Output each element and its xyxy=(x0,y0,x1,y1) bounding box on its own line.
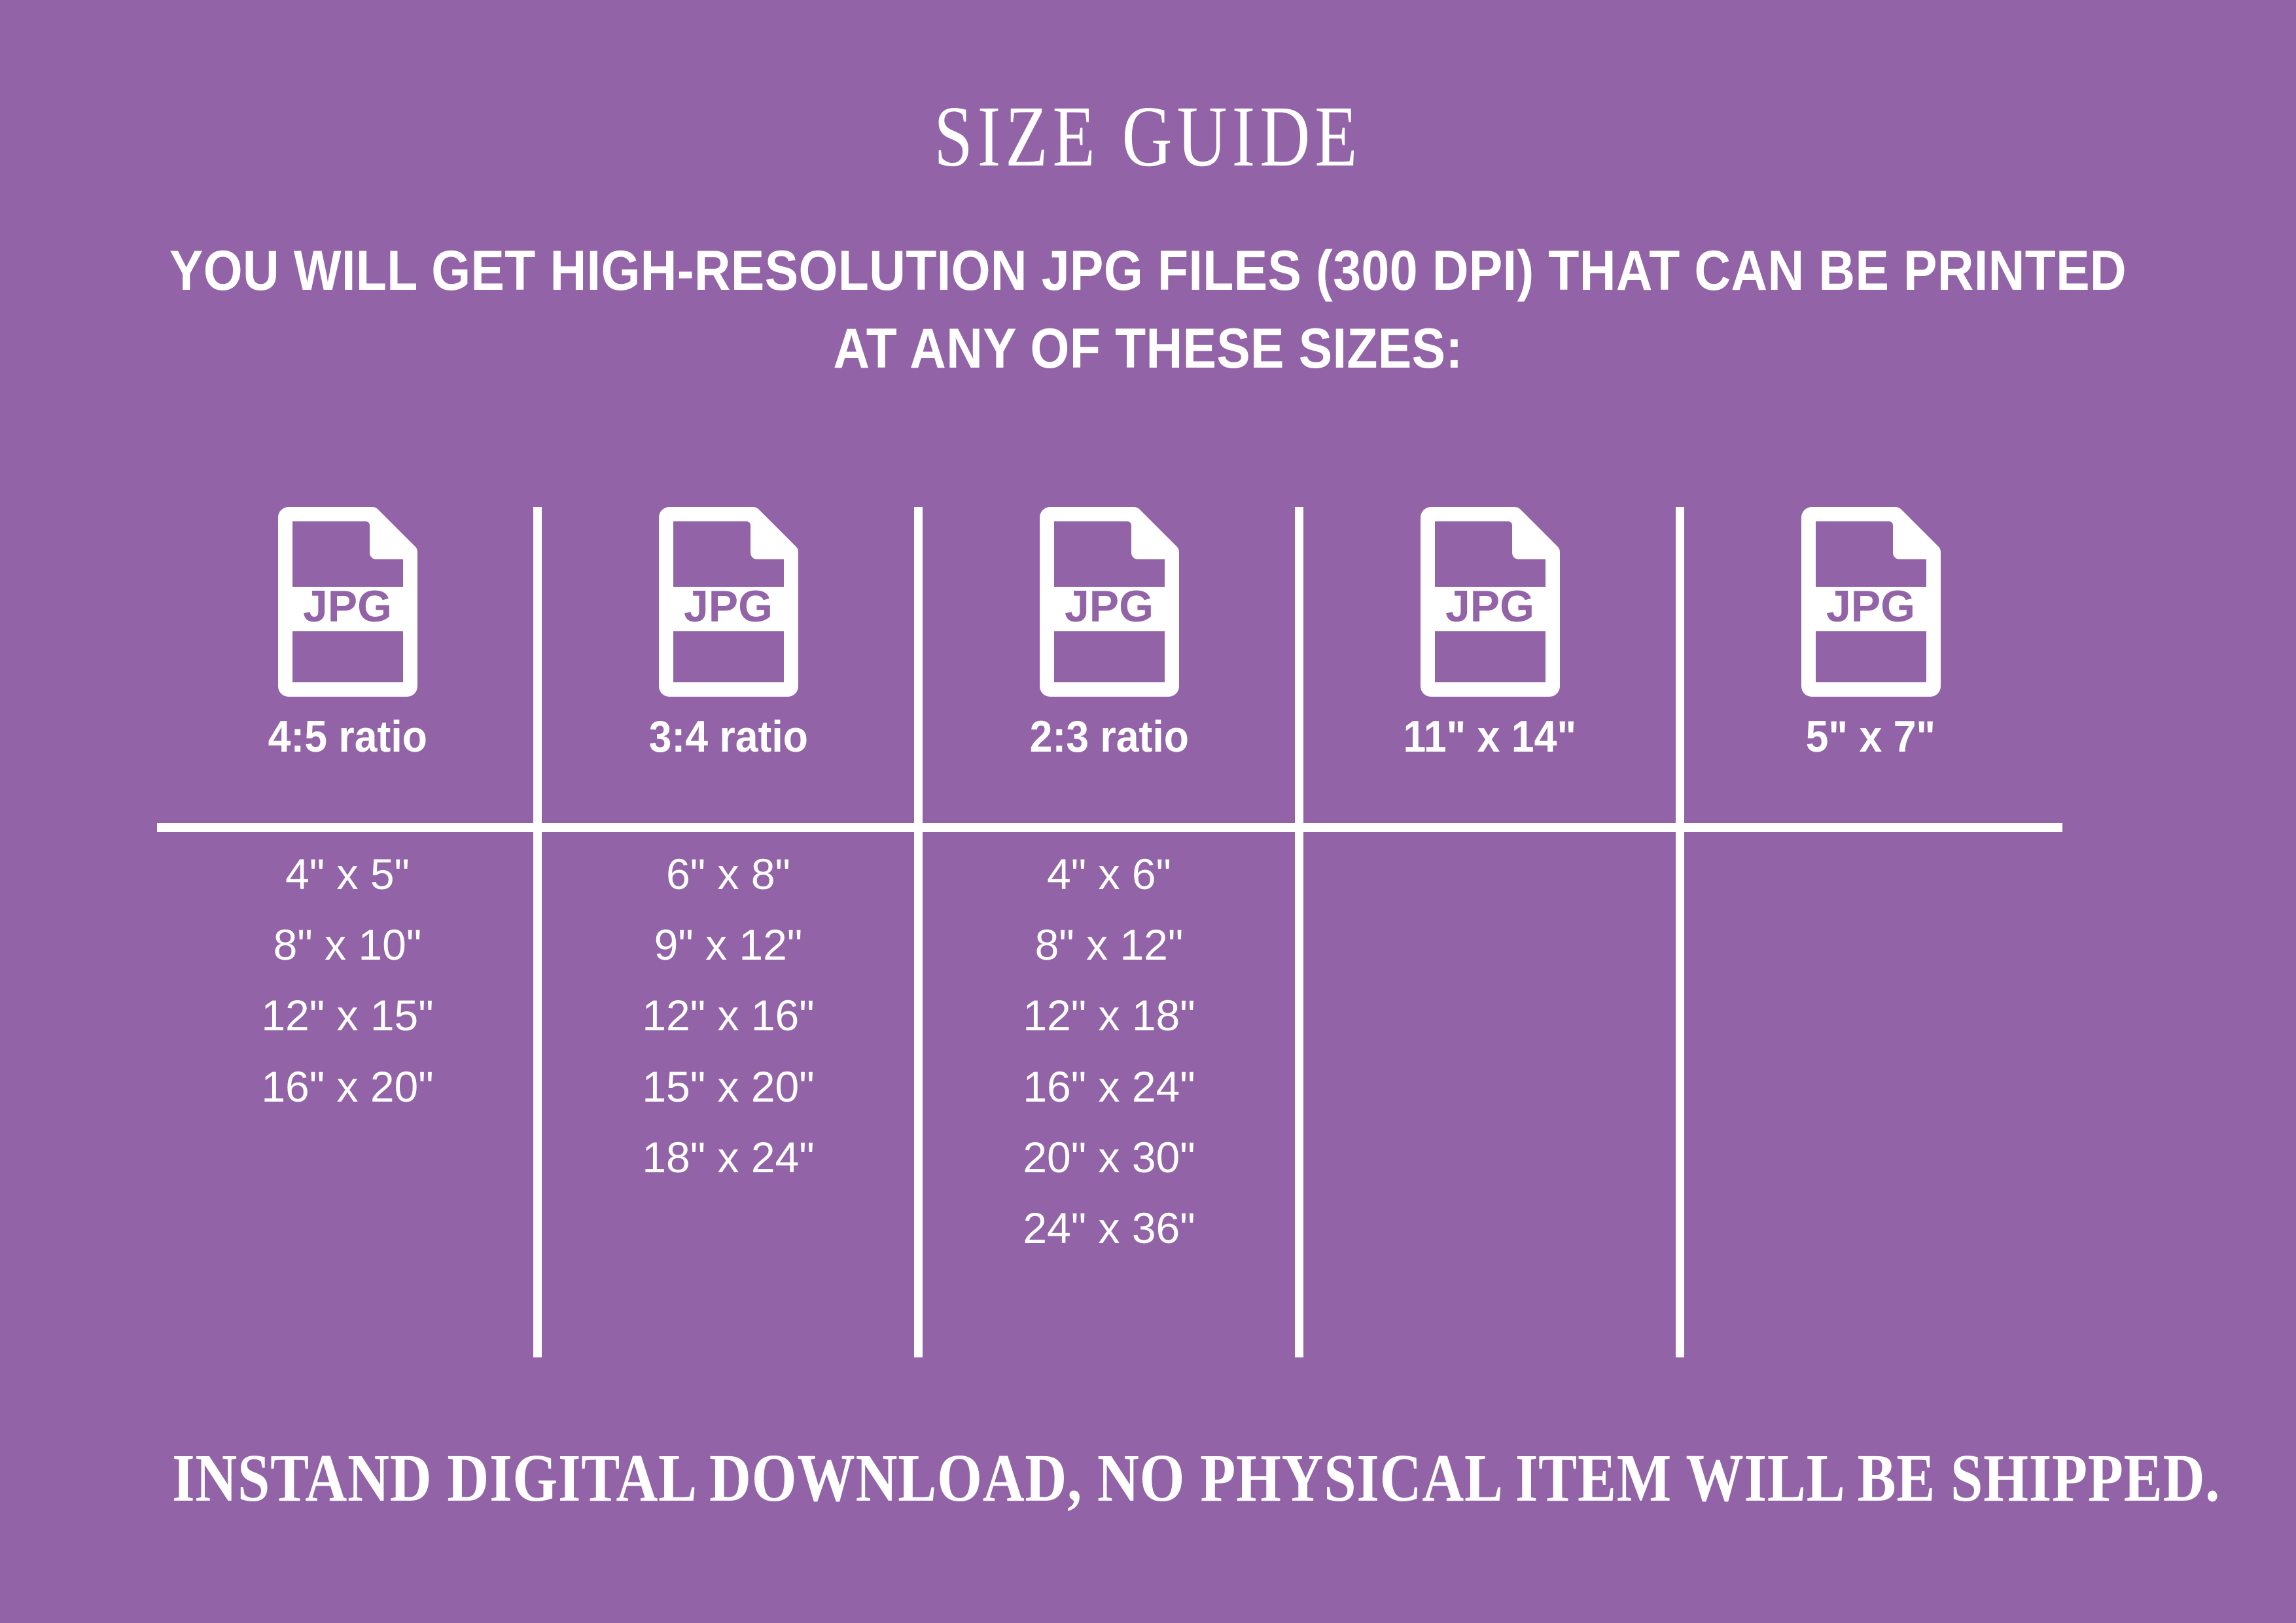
size-column-2-3-ratio: JPG 2:3 ratio 4" x 6" 8" x 12" 12" x 18"… xyxy=(914,497,1299,1361)
list-item: 18" x 24" xyxy=(642,1132,815,1181)
header-divider-rule xyxy=(157,823,2062,832)
list-item: 24" x 36" xyxy=(1023,1204,1195,1253)
subtitle-line-1: YOU WILL GET HIGH-RESOLUTION JPG FILES (… xyxy=(169,239,2127,302)
jpg-file-icon: JPG xyxy=(1410,506,1570,697)
svg-text:JPG: JPG xyxy=(1445,582,1534,631)
list-item: 6" x 8" xyxy=(666,850,790,898)
svg-text:JPG: JPG xyxy=(1064,582,1153,631)
list-item: 12" x 15" xyxy=(261,991,434,1040)
column-header-2-3-ratio: 2:3 ratio xyxy=(1029,712,1189,761)
size-list-3-4-ratio: 6" x 8" 9" x 12" 12" x 16" 15" x 20" 18"… xyxy=(642,839,814,1193)
page-title: SIZE GUIDE xyxy=(934,88,1362,184)
list-item: 9" x 12" xyxy=(654,920,803,969)
list-item: 12" x 16" xyxy=(642,991,815,1040)
list-item: 4" x 6" xyxy=(1047,850,1171,898)
column-header-4-5-ratio: 4:5 ratio xyxy=(268,712,427,761)
subtitle-line-2: AT ANY OF THESE SIZES: xyxy=(833,317,1463,380)
column-divider xyxy=(1295,507,1303,1357)
list-item: 16" x 20" xyxy=(261,1062,434,1111)
svg-text:JPG: JPG xyxy=(302,582,391,631)
list-item: 15" x 20" xyxy=(642,1062,815,1111)
svg-text:JPG: JPG xyxy=(1826,582,1915,631)
subtitle-block: YOU WILL GET HIGH-RESOLUTION JPG FILES (… xyxy=(120,232,2176,387)
svg-text:JPG: JPG xyxy=(683,582,772,631)
column-divider xyxy=(914,507,923,1357)
size-column-11x14: JPG 11" x 14" xyxy=(1295,497,1680,1361)
size-list-4-5-ratio: 4" x 5" 8" x 10" 12" x 15" 16" x 20" xyxy=(261,839,433,1122)
size-list-2-3-ratio: 4" x 6" 8" x 12" 12" x 18" 16" x 24" 20"… xyxy=(1023,839,1195,1263)
column-divider xyxy=(1676,507,1684,1357)
size-table: JPG 4:5 ratio 4" x 5" 8" x 10" 12" x 15"… xyxy=(157,497,2061,1361)
list-item: 8" x 10" xyxy=(273,920,422,969)
list-item: 16" x 24" xyxy=(1023,1062,1195,1111)
jpg-file-icon: JPG xyxy=(268,506,428,697)
jpg-file-icon: JPG xyxy=(648,506,809,697)
list-item: 20" x 30" xyxy=(1023,1132,1195,1181)
list-item: 12" x 18" xyxy=(1023,991,1195,1040)
column-header-5x7: 5" x 7" xyxy=(1805,712,1936,761)
list-item: 8" x 12" xyxy=(1034,920,1184,969)
size-column-4-5-ratio: JPG 4:5 ratio 4" x 5" 8" x 10" 12" x 15"… xyxy=(157,497,538,1361)
jpg-file-icon: JPG xyxy=(1791,506,1951,697)
footer-note: INSTAND DIGITAL DOWNLOAD, NO PHYSICAL IT… xyxy=(172,1440,2221,1516)
list-item: 4" x 5" xyxy=(285,850,410,898)
column-header-3-4-ratio: 3:4 ratio xyxy=(648,712,808,761)
jpg-file-icon: JPG xyxy=(1029,506,1190,697)
size-table-columns: JPG 4:5 ratio 4" x 5" 8" x 10" 12" x 15"… xyxy=(157,497,2061,1361)
column-header-11x14: 11" x 14" xyxy=(1403,712,1577,761)
column-divider xyxy=(533,507,542,1357)
size-column-5x7: JPG 5" x 7" xyxy=(1676,497,2061,1361)
size-column-3-4-ratio: JPG 3:4 ratio 6" x 8" 9" x 12" 12" x 16"… xyxy=(533,497,919,1361)
